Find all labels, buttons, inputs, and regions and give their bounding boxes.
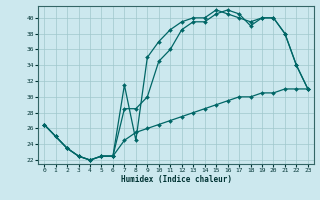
X-axis label: Humidex (Indice chaleur): Humidex (Indice chaleur) xyxy=(121,175,231,184)
